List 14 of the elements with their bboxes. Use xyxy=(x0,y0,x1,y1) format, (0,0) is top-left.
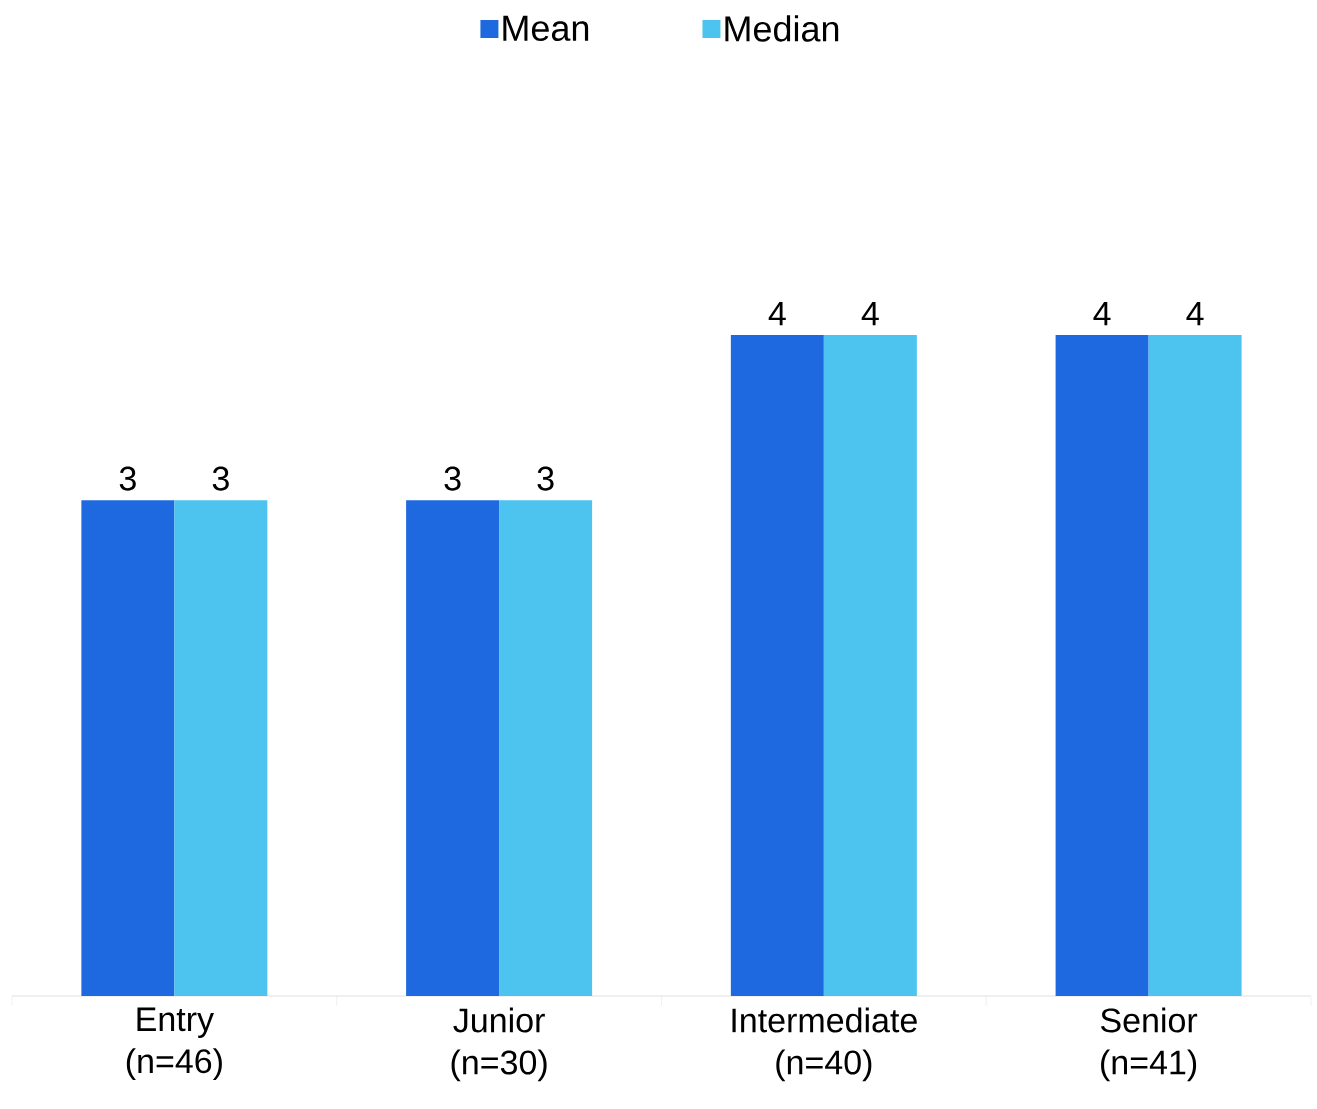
legend-label: Mean xyxy=(503,15,589,41)
legend-label: Median xyxy=(725,15,839,42)
x-tick-label: Senior (n=41) xyxy=(1100,1007,1198,1082)
x-tick-label: Junior (n=30) xyxy=(451,1007,547,1082)
data-label: 3 xyxy=(119,466,136,491)
x-tick-label: Intermediate (n=40) xyxy=(732,1007,917,1082)
data-label: 4 xyxy=(861,301,879,326)
data-label: 3 xyxy=(444,466,461,491)
x-tick-label: Entry (n=46) xyxy=(126,1007,222,1080)
data-label: 3 xyxy=(537,466,554,491)
data-label: 3 xyxy=(212,466,229,491)
data-label: 4 xyxy=(768,301,786,326)
data-label: 4 xyxy=(1093,301,1111,326)
data-label: 4 xyxy=(1186,301,1204,326)
